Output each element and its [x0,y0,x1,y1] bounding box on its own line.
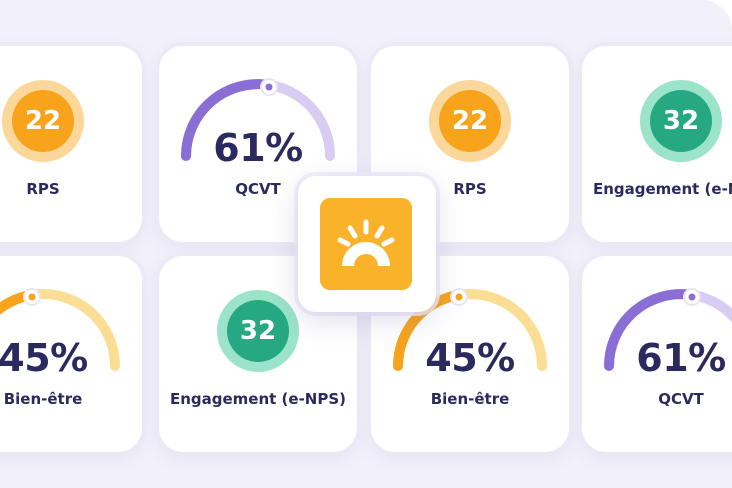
gauge-fill [393,290,464,371]
engagement-card[interactable]: 32 Engagement (e-NPS) [159,256,357,452]
score-value: 32 [650,90,712,152]
gauge-value: 61% [636,336,726,380]
app-logo [320,198,412,290]
sunrise-icon [337,219,395,266]
gauge-value: 61% [213,126,303,170]
score-value: 32 [227,300,289,362]
score-value: 22 [12,90,74,152]
score-ring: 32 [640,80,722,162]
score-ring: 22 [429,80,511,162]
rps-card[interactable]: 22 RPS [371,46,569,242]
gauge-fill [0,290,37,315]
metric-label: QCVT [658,390,704,408]
gauge-arc [393,288,547,371]
score-value: 22 [439,90,501,152]
metric-label: RPS [453,180,487,198]
gauge-value: 45% [0,336,88,380]
qcvt-card[interactable]: 61% QCVT [159,46,357,242]
qcvt-card[interactable]: 61% QCVT [582,256,732,452]
gauge-value: 45% [425,336,515,380]
gauge-fill [181,79,274,161]
score-ring: 32 [217,290,299,372]
gauge-arc [0,288,120,371]
metric-label: Engagement (e-NPS) [592,180,732,198]
rps-card[interactable]: 22 RPS [0,46,142,242]
score-ring: 22 [2,80,84,162]
metric-label: RPS [26,180,60,198]
app-logo-card[interactable] [298,176,436,312]
metric-label: Bien-être [3,390,83,408]
gauge-arc [604,288,732,371]
gauge-fill [604,289,697,371]
metric-label: QCVT [235,180,281,198]
metric-label: Engagement (e-NPS) [169,390,347,408]
gauge-arc [181,78,335,161]
bienetre-card[interactable]: 45% Bien-être [0,256,142,452]
metric-label: Bien-être [430,390,510,408]
engagement-card[interactable]: 32 Engagement (e-NPS) [582,46,732,242]
